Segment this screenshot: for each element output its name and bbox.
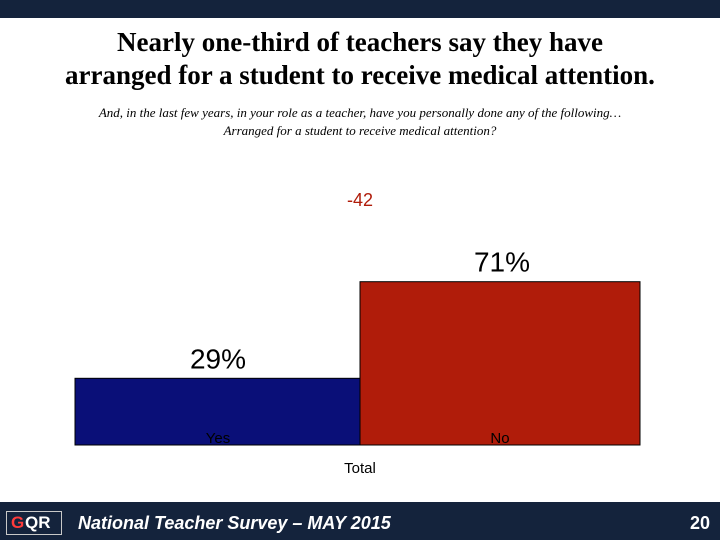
company-logo: G QR <box>6 511 62 535</box>
footer-bar: G QR National Teacher Survey – MAY 2015 … <box>0 502 720 540</box>
category-label-yes: Yes <box>206 430 230 447</box>
bar-no <box>359 281 641 446</box>
question-text: And, in the last few years, in your role… <box>0 104 720 140</box>
title-line-2: arranged for a student to receive medica… <box>65 60 655 90</box>
logo-letters: QR <box>25 513 51 532</box>
logo-letter-g: G <box>11 513 25 532</box>
top-band <box>0 0 720 18</box>
bar-yes <box>74 377 361 446</box>
bar-chart: 29% Yes 71% No -42 Total <box>74 190 641 477</box>
question-line-2: Arranged for a student to receive medica… <box>223 123 497 138</box>
page-title: Nearly one-third of teachers say they ha… <box>0 26 720 92</box>
data-label-no: 71% <box>474 247 530 278</box>
title-line-1: Nearly one-third of teachers say they ha… <box>117 27 603 57</box>
x-axis-label: Total <box>344 460 376 477</box>
category-label-no: No <box>490 430 509 447</box>
question-line-1: And, in the last few years, in your role… <box>98 105 622 120</box>
survey-label: National Teacher Survey – MAY 2015 <box>78 513 391 533</box>
net-difference-label: -42 <box>347 190 373 210</box>
page-number: 20 <box>689 513 710 533</box>
data-label-yes: 29% <box>190 343 246 374</box>
